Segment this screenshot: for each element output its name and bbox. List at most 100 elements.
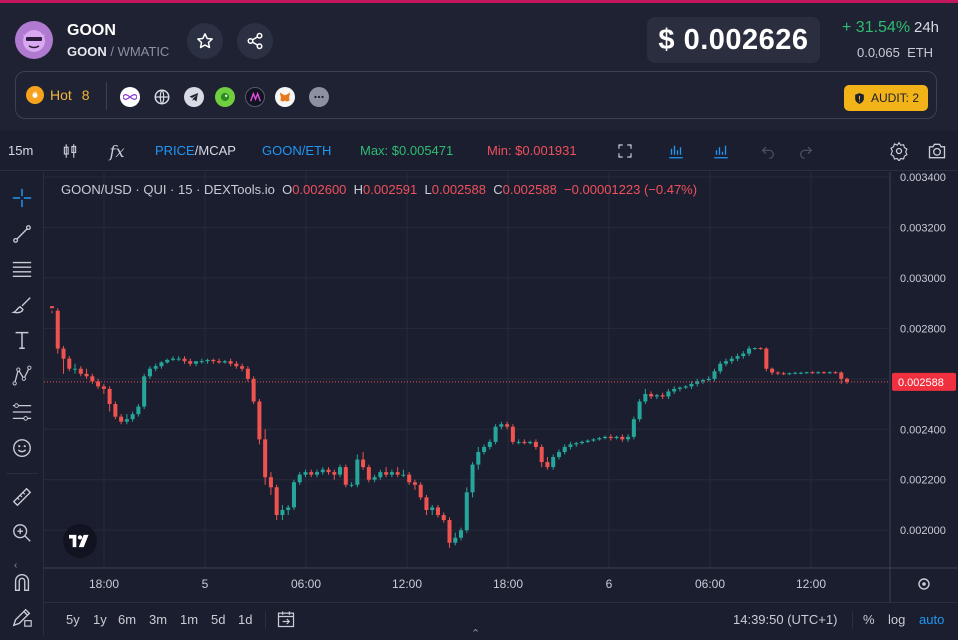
telegram-icon[interactable]	[184, 87, 204, 107]
expand-chevron-up-icon[interactable]: ⌃	[471, 628, 481, 640]
range-1m[interactable]: 1m	[180, 612, 199, 627]
candle-body	[810, 372, 815, 374]
range-5y[interactable]: 5y	[66, 612, 80, 627]
favorite-button[interactable]	[187, 23, 223, 59]
candle-body	[770, 368, 775, 373]
eth-price-zero-count: ₁	[875, 49, 879, 59]
candle-body	[562, 446, 567, 452]
interval-selector[interactable]: 15m	[8, 143, 34, 158]
range-1y[interactable]: 1y	[93, 612, 107, 627]
text-tool-icon[interactable]	[9, 327, 35, 353]
dextools-icon[interactable]	[215, 87, 235, 107]
tradingview-logo-icon[interactable]	[63, 524, 97, 558]
auto-toggle[interactable]: auto	[919, 612, 945, 627]
candle-body	[389, 472, 394, 475]
collapse-chevron-icon[interactable]: ‹	[14, 560, 18, 571]
zoom-in-icon[interactable]	[9, 520, 35, 546]
fullscreen-icon[interactable]	[614, 140, 636, 162]
range-6m[interactable]: 6m	[118, 612, 137, 627]
change-period: 24h	[914, 19, 940, 36]
candle-body	[303, 472, 308, 475]
token-info-bar: Hot 8 AUDIT: 2	[15, 71, 937, 119]
price-mcap-toggle[interactable]: PRICE/MCAP	[155, 143, 236, 158]
dexscreener-icon[interactable]	[245, 87, 265, 107]
candle-body	[816, 372, 821, 374]
candle-body	[182, 358, 187, 362]
fib-retracement-icon[interactable]	[9, 399, 35, 425]
candle-body	[234, 363, 239, 367]
range-1d[interactable]: 1d	[238, 612, 253, 627]
fire-icon	[26, 86, 44, 104]
metamask-icon[interactable]	[275, 87, 295, 107]
horizontal-lines-icon[interactable]	[9, 256, 35, 282]
pair-base: GOON	[67, 44, 107, 59]
legend-low-value: 0.002588	[431, 182, 486, 197]
share-button[interactable]	[237, 23, 273, 59]
pencil-lock-icon[interactable]	[9, 604, 35, 630]
eth-price-prefix: 0.0	[857, 45, 876, 60]
magnet-icon[interactable]	[9, 569, 35, 595]
audit-button[interactable]: AUDIT: 2	[844, 85, 928, 111]
eth-label: ETH	[907, 45, 934, 60]
brush-icon[interactable]	[9, 292, 35, 318]
candle-body	[793, 372, 798, 374]
token-avatar	[15, 21, 53, 59]
crosshair-icon[interactable]	[9, 185, 35, 211]
candle-body	[338, 467, 343, 475]
hot-label: Hot	[50, 87, 72, 103]
pattern-icon[interactable]	[9, 363, 35, 389]
candle-body	[654, 395, 659, 397]
ruler-icon[interactable]	[9, 484, 35, 510]
candle-body	[522, 441, 527, 444]
candle-body	[73, 368, 78, 370]
range-5d[interactable]: 5d	[211, 612, 226, 627]
camera-icon[interactable]	[926, 140, 948, 162]
x-tick-label: 6	[606, 577, 613, 591]
eth-price: 0.0₁065 ETH	[857, 45, 933, 60]
pair-toggle[interactable]: GOON/ETH	[262, 143, 332, 158]
clock-time[interactable]: 14:39:50 (UTC+1)	[733, 612, 838, 627]
y-tick-label: 0.003000	[900, 273, 946, 285]
indicators-icon[interactable]: fx	[109, 141, 125, 161]
candle-body	[758, 348, 763, 350]
x-tick-label: 18:00	[89, 577, 119, 591]
mcap-label: MCAP	[198, 143, 236, 158]
range-3m[interactable]: 3m	[149, 612, 168, 627]
candle-body	[775, 372, 780, 374]
candle-body	[401, 474, 406, 476]
candle-body	[608, 436, 613, 439]
chart-area[interactable]: 0.003400 0.003200 0.003000 0.002800 0.002600…	[44, 172, 958, 602]
emoji-icon[interactable]	[9, 435, 35, 461]
candle-body	[124, 419, 129, 422]
settings-icon[interactable]	[888, 140, 910, 162]
hot-badge[interactable]: Hot 8	[26, 86, 90, 104]
undo-icon[interactable]	[757, 140, 779, 162]
volume-icon[interactable]	[710, 140, 732, 162]
x-tick-label: 5	[202, 577, 209, 591]
more-icon[interactable]	[309, 87, 329, 107]
x-tick-label: 06:00	[291, 577, 321, 591]
log-toggle[interactable]: log	[888, 612, 906, 627]
redo-icon[interactable]	[795, 140, 817, 162]
candle-body	[55, 310, 60, 349]
candle-body	[280, 509, 285, 516]
candlestick-chart[interactable]: 0.003400 0.003200 0.003000 0.002800 0.002600…	[44, 172, 958, 602]
trades-icon[interactable]	[665, 140, 687, 162]
candle-body	[257, 401, 262, 440]
candle-body	[263, 439, 268, 478]
link-icon[interactable]	[120, 87, 140, 107]
candle-body	[251, 378, 256, 402]
candles-icon[interactable]	[59, 140, 81, 162]
candle-body	[735, 356, 740, 359]
globe-icon[interactable]	[152, 87, 172, 107]
trendline-icon[interactable]	[9, 221, 35, 247]
candle-body	[222, 361, 227, 363]
candle-body	[49, 306, 55, 309]
candle-body	[804, 372, 809, 374]
share-icon	[247, 32, 263, 50]
candle-body	[839, 372, 844, 379]
goto-date-icon[interactable]	[276, 609, 296, 632]
candle-body	[528, 441, 533, 444]
candle-body	[499, 424, 504, 427]
percent-toggle[interactable]: %	[863, 612, 875, 627]
